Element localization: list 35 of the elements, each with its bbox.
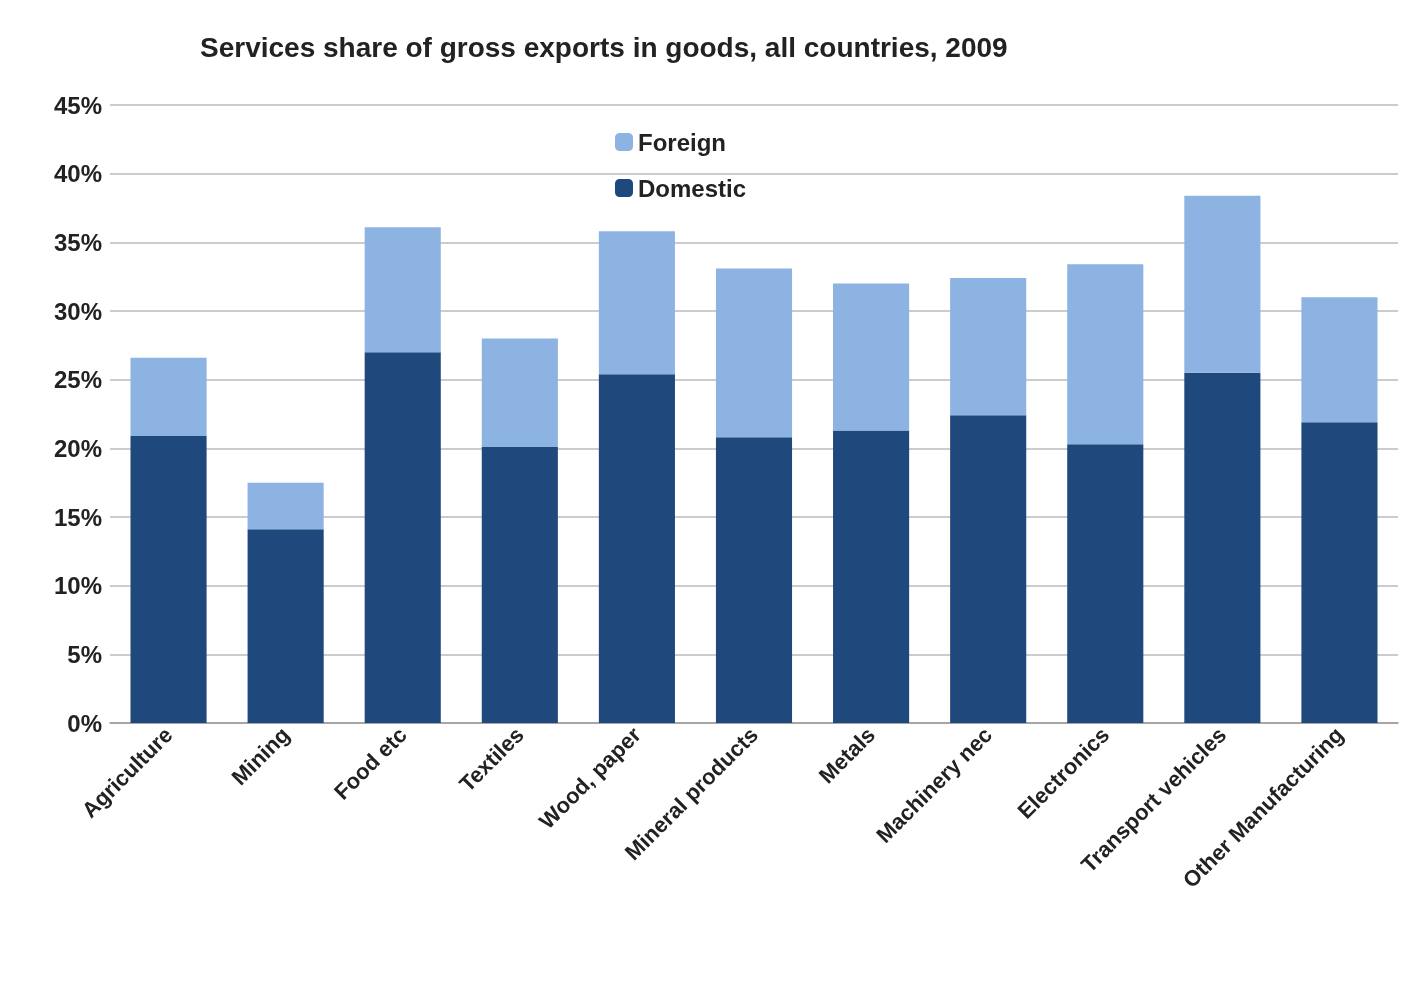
y-tick-label: 10% bbox=[53, 572, 102, 600]
y-tick-label: 20% bbox=[53, 434, 102, 462]
bar bbox=[715, 268, 793, 438]
bar bbox=[1184, 372, 1261, 723]
bar bbox=[950, 415, 1027, 723]
bar bbox=[364, 352, 441, 723]
bar bbox=[950, 278, 1027, 416]
bar bbox=[1301, 297, 1378, 423]
bar bbox=[1067, 264, 1144, 445]
bar bbox=[1301, 422, 1378, 723]
legend-label: Foreign bbox=[638, 128, 726, 156]
bar bbox=[247, 529, 324, 723]
bar bbox=[598, 374, 675, 723]
legend-label: Domestic bbox=[638, 174, 747, 202]
y-tick-label: 5% bbox=[67, 640, 102, 668]
bar bbox=[598, 231, 675, 375]
y-tick-label: 45% bbox=[53, 91, 102, 119]
bar bbox=[247, 482, 324, 530]
chart-title: Services share of gross exports in goods, all countries, 2009 bbox=[200, 31, 1008, 63]
y-tick-label: 0% bbox=[67, 709, 102, 737]
y-tick-label: 25% bbox=[53, 366, 102, 394]
y-tick-label: 30% bbox=[53, 297, 102, 325]
bar bbox=[130, 435, 207, 723]
bar bbox=[481, 446, 558, 723]
bar bbox=[481, 338, 558, 447]
bar bbox=[1184, 195, 1261, 373]
bar bbox=[364, 227, 441, 353]
bar bbox=[130, 357, 207, 436]
y-tick-label: 35% bbox=[53, 228, 102, 256]
bar bbox=[715, 437, 793, 723]
bar bbox=[1067, 444, 1144, 723]
y-tick-label: 40% bbox=[53, 160, 102, 188]
y-tick-label: 15% bbox=[53, 503, 102, 531]
bar bbox=[833, 283, 910, 431]
bar bbox=[833, 430, 910, 723]
